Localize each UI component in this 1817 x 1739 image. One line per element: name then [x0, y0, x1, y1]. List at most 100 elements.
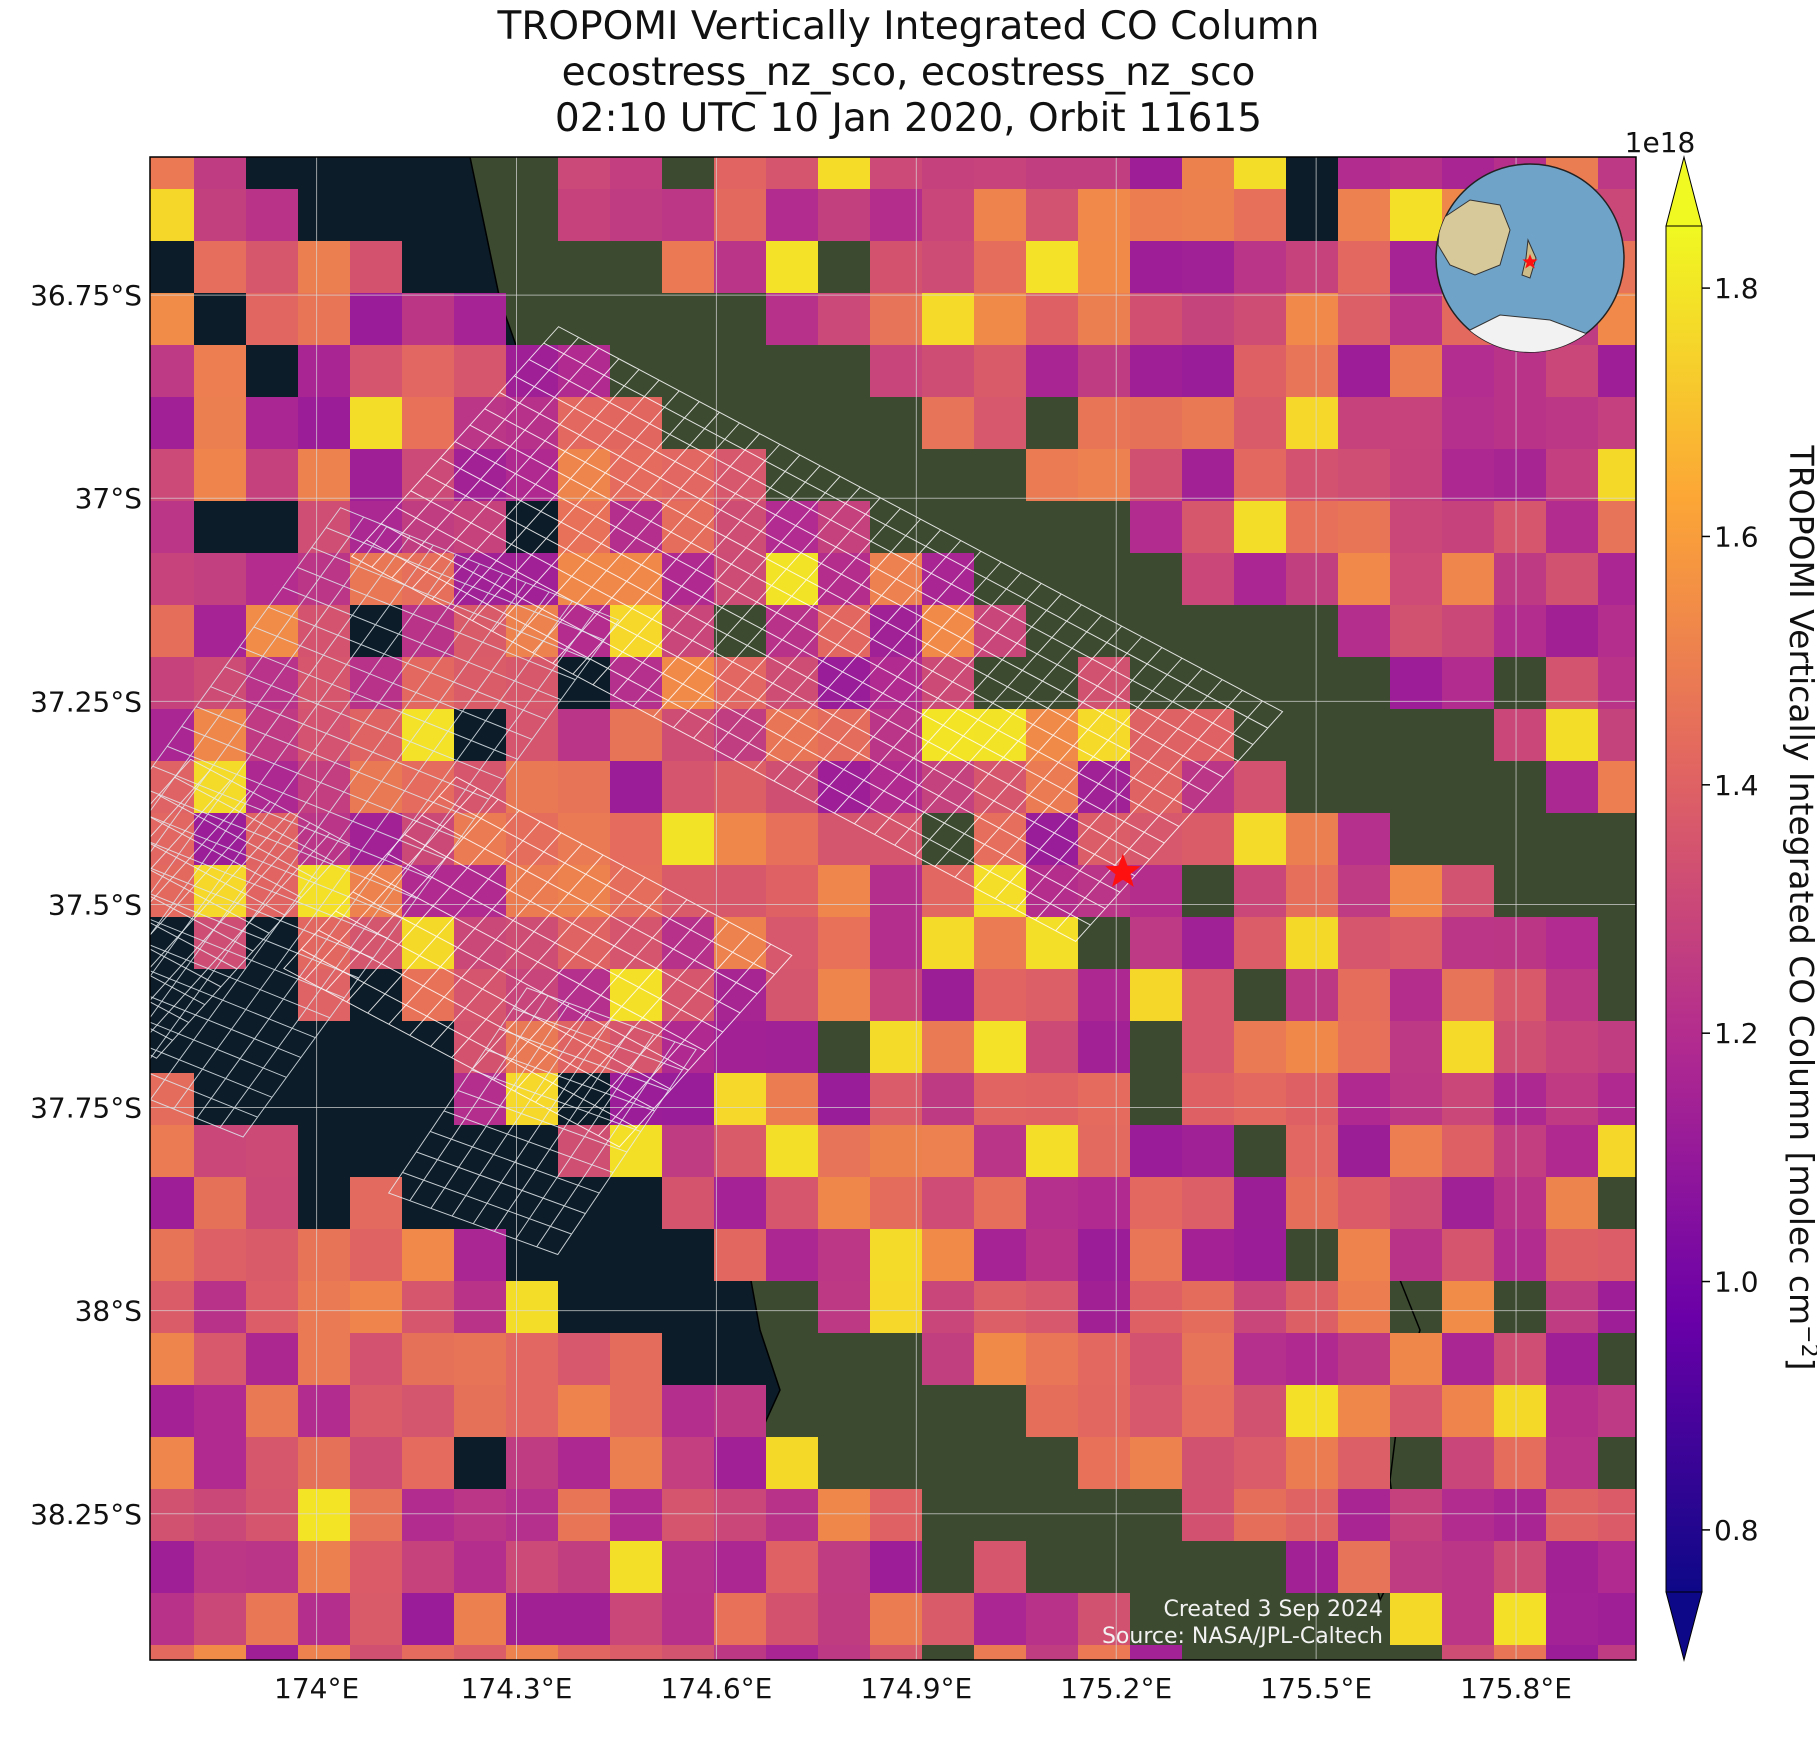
co-pixel: [246, 189, 298, 241]
co-pixel: [974, 761, 1026, 813]
co-pixel: [974, 1177, 1026, 1229]
co-pixel: [1286, 1333, 1338, 1385]
co-pixel: [714, 865, 766, 917]
co-pixel: [1598, 1021, 1636, 1073]
co-pixel: [1026, 189, 1078, 241]
co-pixel: [194, 189, 246, 241]
co-pixel: [1234, 449, 1286, 501]
co-pixel: [714, 1489, 766, 1541]
source-credit: Source: NASA/JPL-Caltech: [1101, 1624, 1383, 1649]
map-panel[interactable]: [0, 137, 1650, 1697]
co-pixel: [610, 1333, 662, 1385]
co-pixel: [150, 605, 194, 657]
co-pixel: [350, 293, 402, 345]
co-pixel: [1494, 1541, 1546, 1593]
co-pixel: [870, 1021, 922, 1073]
co-pixel: [1442, 1385, 1494, 1437]
co-pixel: [298, 241, 350, 293]
co-pixel: [922, 553, 974, 605]
co-pixel: [506, 1437, 558, 1489]
co-pixel: [558, 189, 610, 241]
co-pixel: [610, 1489, 662, 1541]
co-pixel: [1078, 241, 1130, 293]
colorbar-body: [1665, 225, 1703, 1593]
lon-tick-label: 174°E: [274, 1672, 359, 1705]
co-pixel: [922, 293, 974, 345]
co-pixel: [974, 1229, 1026, 1281]
co-pixel: [90, 1125, 142, 1177]
co-pixel: [90, 1437, 142, 1489]
co-pixel: [818, 1281, 870, 1333]
co-pixel: [558, 397, 610, 449]
title-line-1: TROPOMI Vertically Integrated CO Column: [497, 4, 1320, 49]
co-pixel: [1286, 501, 1338, 553]
co-pixel: [246, 605, 298, 657]
co-pixel: [922, 345, 974, 397]
co-pixel: [1494, 917, 1546, 969]
co-pixel: [194, 1333, 246, 1385]
co-pixel: [1442, 1437, 1494, 1489]
co-pixel: [298, 657, 350, 709]
co-pixel: [714, 1073, 766, 1125]
co-pixel: [662, 813, 714, 865]
co-pixel: [150, 1073, 194, 1125]
co-pixel: [194, 397, 246, 449]
co-pixel: [1546, 1281, 1598, 1333]
co-pixel: [1286, 917, 1338, 969]
co-pixel: [350, 1541, 402, 1593]
co-pixel: [1494, 1021, 1546, 1073]
co-pixel: [1182, 157, 1234, 189]
co-pixel: [1130, 157, 1182, 189]
co-pixel: [1234, 1229, 1286, 1281]
co-pixel: [1286, 969, 1338, 1021]
co-pixel: [1546, 345, 1598, 397]
site-star-marker[interactable]: [1105, 853, 1141, 887]
co-pixel: [1442, 1125, 1494, 1177]
co-pixel: [506, 1385, 558, 1437]
lon-tick-label: 174.6°E: [660, 1672, 772, 1705]
co-pixel: [1390, 449, 1442, 501]
co-pixel: [610, 865, 662, 917]
co-pixel: [1234, 189, 1286, 241]
co-pixel: [246, 241, 298, 293]
co-pixel: [454, 1385, 506, 1437]
co-pixel: [1338, 917, 1390, 969]
co-pixel: [506, 969, 558, 1021]
co-pixel: [818, 293, 870, 345]
co-pixel: [818, 865, 870, 917]
co-pixel: [1078, 345, 1130, 397]
co-pixel: [1078, 1333, 1130, 1385]
co-pixel: [90, 1177, 142, 1229]
co-pixel: [1078, 1021, 1130, 1073]
co-pixel: [558, 1437, 610, 1489]
co-pixel: [1390, 969, 1442, 1021]
co-pixel: [1182, 1073, 1234, 1125]
co-pixel: [402, 345, 454, 397]
co-pixel: [818, 1125, 870, 1177]
co-pixel: [194, 1229, 246, 1281]
co-pixel: [870, 1281, 922, 1333]
co-pixel: [1546, 1593, 1598, 1645]
co-pixel: [1338, 865, 1390, 917]
co-pixel: [1286, 813, 1338, 865]
co-pixel: [350, 1593, 402, 1645]
co-pixel: [90, 1645, 142, 1697]
co-pixel: [974, 1333, 1026, 1385]
co-pixel: [974, 917, 1026, 969]
lat-tick-label: 38.25°S: [30, 1498, 142, 1531]
co-pixel: [1286, 553, 1338, 605]
co-pixel: [1026, 449, 1078, 501]
colorbar-tick-label: 1.0: [1714, 1266, 1759, 1299]
co-pixel: [922, 1593, 974, 1645]
co-pixel: [1026, 1333, 1078, 1385]
co-pixel: [1338, 1125, 1390, 1177]
co-pixel: [150, 1385, 194, 1437]
co-pixel: [1390, 917, 1442, 969]
colorbar-top-extend: [1665, 155, 1703, 227]
co-pixel: [766, 1125, 818, 1177]
co-pixel: [1338, 293, 1390, 345]
co-pixel: [922, 865, 974, 917]
co-pixel: [766, 969, 818, 1021]
co-pixel: [402, 917, 454, 969]
